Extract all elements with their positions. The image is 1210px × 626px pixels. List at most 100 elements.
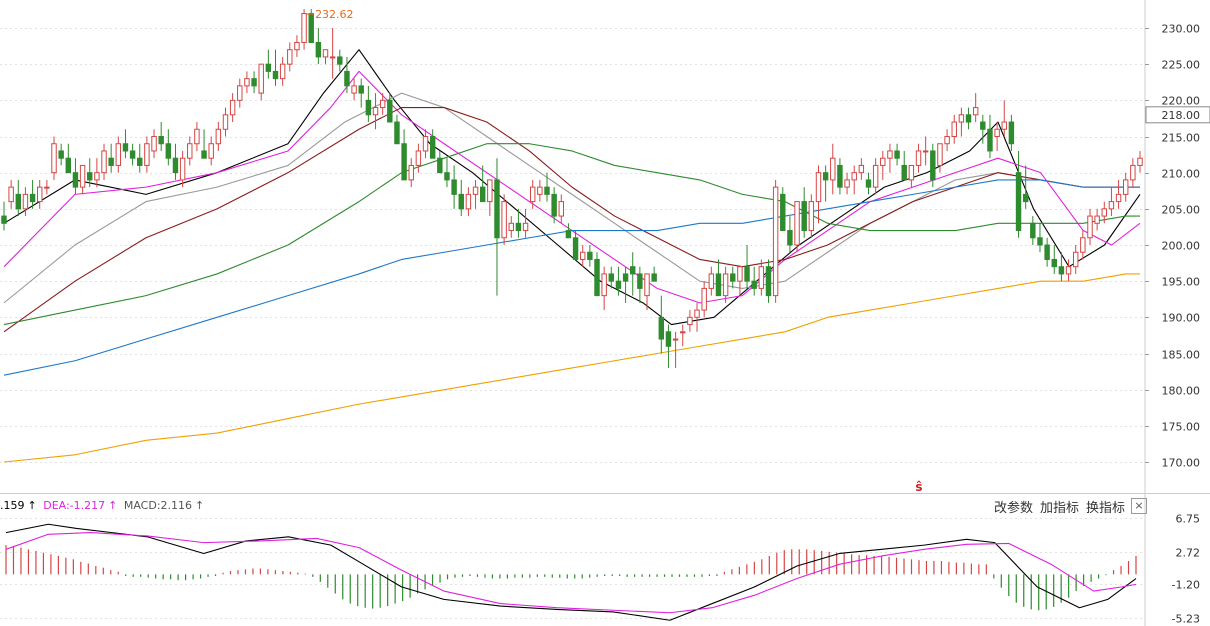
candle xyxy=(844,172,850,195)
candle-body xyxy=(129,150,136,159)
candle xyxy=(837,158,843,195)
candle xyxy=(708,266,715,296)
candlestick-series xyxy=(1,9,1143,368)
candle xyxy=(301,9,307,50)
candle xyxy=(858,158,865,180)
add-indicator-button[interactable]: 加指标 xyxy=(1040,501,1080,516)
candle-body xyxy=(351,85,357,94)
candle xyxy=(265,49,272,79)
candle-body xyxy=(165,143,172,159)
macd-grid xyxy=(0,518,1145,619)
candle xyxy=(1122,172,1129,202)
candle-body xyxy=(730,273,736,282)
candle xyxy=(1094,208,1100,231)
candle xyxy=(658,295,665,354)
candle-body xyxy=(279,63,286,80)
macd-y-tick-label: 6.75 xyxy=(1176,513,1201,526)
candle-body xyxy=(365,99,372,116)
candle-body xyxy=(458,193,464,210)
candle xyxy=(279,56,286,86)
close-icon[interactable]: × xyxy=(1131,498,1147,514)
candle-body xyxy=(837,164,843,188)
moving-average-line-3 xyxy=(3,92,1140,304)
candle-body xyxy=(187,143,193,159)
candle xyxy=(258,63,264,101)
candle-body xyxy=(344,70,350,87)
candle-body xyxy=(1,215,7,224)
candle xyxy=(601,266,607,311)
candle-body xyxy=(322,49,329,58)
candle xyxy=(379,93,386,115)
candle-body xyxy=(808,201,815,232)
candle-body xyxy=(158,136,164,145)
candle xyxy=(737,266,743,296)
candle xyxy=(1001,100,1007,137)
switch-indicator-button[interactable]: 换指标 xyxy=(1086,501,1126,516)
candle xyxy=(322,49,329,65)
current-price-label: 218.00 xyxy=(1162,109,1201,122)
candle-body xyxy=(658,316,665,340)
candle xyxy=(958,107,965,137)
candle-body xyxy=(401,143,407,181)
candle xyxy=(522,208,529,238)
moving-average-lines xyxy=(3,49,1141,463)
candle xyxy=(358,78,364,108)
candle xyxy=(101,143,107,180)
candle xyxy=(15,179,22,217)
candle xyxy=(965,107,972,130)
candle-body xyxy=(408,164,414,181)
candle xyxy=(179,150,186,188)
candle xyxy=(394,114,400,145)
candle xyxy=(887,143,893,173)
candle xyxy=(908,164,915,188)
candle-body xyxy=(315,41,322,58)
candle-body xyxy=(894,150,900,159)
candle-body xyxy=(44,186,50,189)
candle xyxy=(229,93,236,123)
dif-arrow-icon: ↑ xyxy=(27,499,37,512)
y-tick-label: 185.00 xyxy=(1162,349,1201,362)
candle-body xyxy=(844,179,850,188)
candle-body xyxy=(1130,164,1136,181)
candle xyxy=(65,143,72,174)
candle xyxy=(272,49,279,86)
y-tick-label: 220.00 xyxy=(1162,95,1201,108)
candle xyxy=(594,252,600,297)
candle xyxy=(408,158,414,188)
change-params-button[interactable]: 改参数 xyxy=(994,501,1034,516)
candle xyxy=(415,143,422,173)
candle xyxy=(1037,223,1043,253)
candle xyxy=(694,302,700,332)
moving-average-line-2 xyxy=(3,70,1141,304)
candle xyxy=(794,201,800,253)
candle-body xyxy=(94,172,100,181)
candle-body xyxy=(108,157,114,166)
candle xyxy=(487,179,493,217)
candle-body xyxy=(522,222,529,232)
candle xyxy=(465,187,472,217)
candle xyxy=(208,136,214,166)
candle xyxy=(351,78,357,101)
candle xyxy=(472,179,479,209)
candle-body xyxy=(594,258,600,297)
candle-body xyxy=(51,143,57,174)
candle-body xyxy=(994,128,1000,137)
candle-body xyxy=(672,338,679,341)
price-axis: 230.00 225.00 220.00 215.00 210.00 205.00 200.… xyxy=(306,8,1210,494)
candle-body xyxy=(780,193,786,232)
candle-body xyxy=(1030,222,1036,239)
candle xyxy=(529,179,536,209)
candle-body xyxy=(215,128,222,145)
candle xyxy=(1101,201,1107,224)
candle-body xyxy=(901,164,907,181)
candle-body xyxy=(680,331,686,334)
candle xyxy=(237,78,243,108)
y-tick-label: 175.00 xyxy=(1162,421,1201,434)
candle-body xyxy=(237,85,243,101)
candle xyxy=(315,28,322,65)
current-price-box xyxy=(1145,106,1210,124)
candle-body xyxy=(479,186,486,203)
candle xyxy=(830,143,836,195)
candle-body xyxy=(830,157,836,181)
candle-body xyxy=(715,273,722,297)
